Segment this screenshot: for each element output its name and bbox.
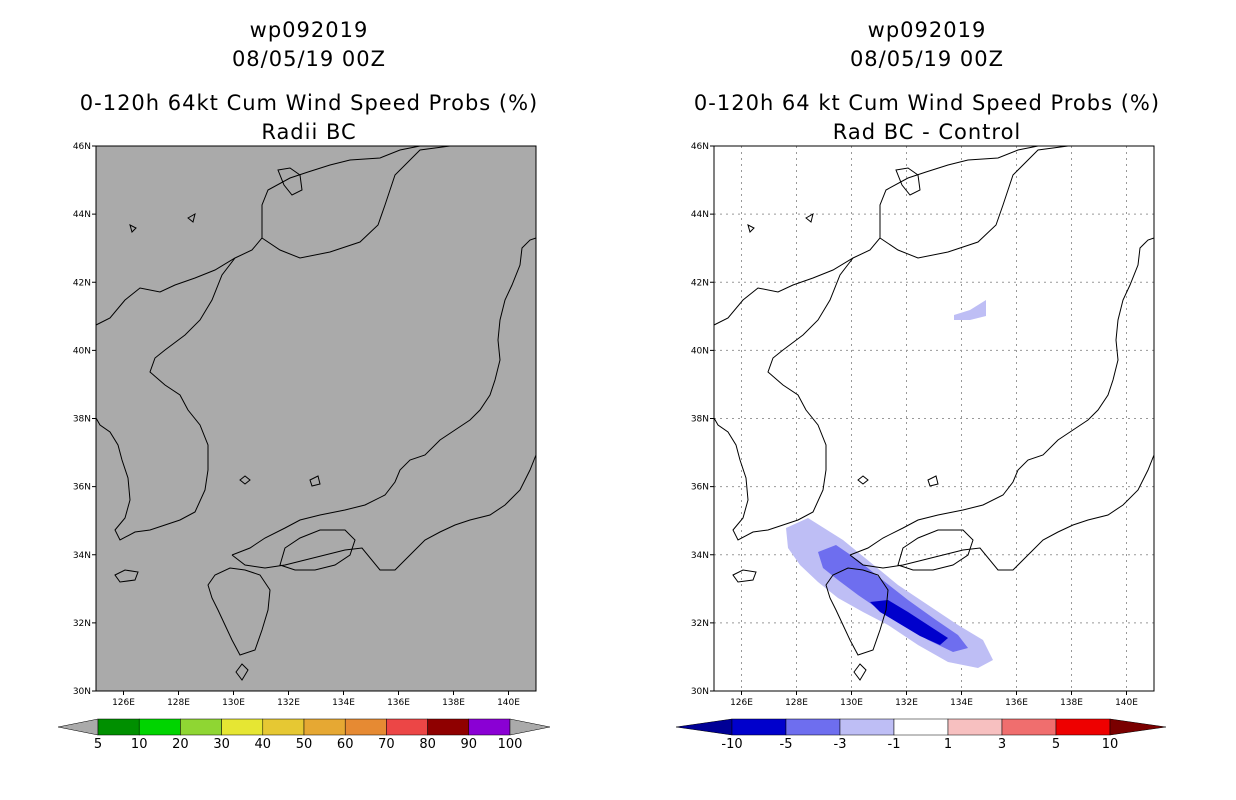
lon-tick-label: 130E xyxy=(222,698,245,708)
lat-tick-label: 36N xyxy=(691,483,709,493)
left-storm-id: wp092019 xyxy=(249,18,369,42)
lon-tick-label: 132E xyxy=(277,698,300,708)
colorbar-segment xyxy=(180,718,222,736)
lon-tick-label: 138E xyxy=(1060,698,1083,708)
lat-tick-label: 32N xyxy=(691,619,709,629)
lat-tick-label: 38N xyxy=(691,415,709,425)
lat-tick-label: 38N xyxy=(73,415,91,425)
colorbar-over-arrow xyxy=(509,718,551,736)
contour-dark-blue xyxy=(870,600,948,645)
lon-tick-label: 140E xyxy=(497,698,520,708)
colorbar-segment xyxy=(731,718,787,736)
lon-tick-label: 126E xyxy=(730,698,753,708)
colorbar-segment xyxy=(97,718,140,736)
colorbar-label: -3 xyxy=(834,737,847,752)
colorbar-over-arrow xyxy=(1109,718,1167,736)
colorbar-segment xyxy=(262,718,305,736)
contour-light-blue-north xyxy=(954,300,986,320)
left-datetime: 08/05/19 00Z xyxy=(231,47,387,71)
colorbar-label: 50 xyxy=(296,737,313,752)
colorbar-label: 60 xyxy=(337,737,354,752)
colorbar-label: 10 xyxy=(1102,737,1119,752)
colorbar-label: 40 xyxy=(255,737,272,752)
colorbar-segment xyxy=(468,718,511,736)
right-subtitle: Rad BC - Control xyxy=(832,120,1022,144)
lat-tick-label: 32N xyxy=(73,619,91,629)
lon-tick-label: 126E xyxy=(112,698,135,708)
left-lat-ticks: 30N 32N 34N 36N 38N 40N 42N 44N 46N xyxy=(73,142,96,697)
lat-tick-label: 40N xyxy=(73,346,91,356)
colorbar-under-arrow xyxy=(675,718,733,736)
lat-tick-label: 40N xyxy=(691,346,709,356)
lat-tick-label: 34N xyxy=(691,551,709,561)
lat-tick-label: 36N xyxy=(73,483,91,493)
right-difference-contours xyxy=(786,300,993,668)
lon-tick-label: 136E xyxy=(387,698,410,708)
lat-tick-label: 34N xyxy=(73,551,91,561)
left-lon-ticks: 126E 128E 130E 132E 134E 136E 138E 140E xyxy=(112,691,520,708)
left-panel: wp092019 08/05/19 00Z 0-120h 64kt Cum Wi… xyxy=(57,18,551,752)
contour-mid-blue xyxy=(818,545,968,652)
colorbar-segment xyxy=(427,718,470,736)
left-colorbar: 5 10 20 30 40 50 60 70 80 90 100 xyxy=(57,718,551,752)
colorbar-segment xyxy=(785,718,841,736)
right-panel: wp092019 08/05/19 00Z 0-120h 64 kt Cum W… xyxy=(618,0,1236,800)
colorbar-label: 5 xyxy=(94,737,102,752)
colorbar-label: 1 xyxy=(944,737,952,752)
colorbar-label: 3 xyxy=(998,737,1006,752)
colorbar-label: 10 xyxy=(131,737,148,752)
right-product-title: 0-120h 64 kt Cum Wind Speed Probs (%) xyxy=(693,91,1161,115)
colorbar-segment xyxy=(1001,718,1057,736)
colorbar-label: 100 xyxy=(498,737,523,752)
left-subtitle: Radii BC xyxy=(261,120,357,144)
lat-tick-label: 42N xyxy=(73,278,91,288)
colorbar-label: 30 xyxy=(213,737,230,752)
colorbar-segment xyxy=(303,718,346,736)
lat-tick-label: 46N xyxy=(691,142,709,152)
colorbar-segment xyxy=(947,718,1003,736)
colorbar-under-arrow xyxy=(57,718,99,736)
right-datetime: 08/05/19 00Z xyxy=(849,47,1005,71)
lon-tick-label: 134E xyxy=(950,698,973,708)
left-map: 30N 32N 34N 36N 38N 40N 42N 44N 46N 126E 128E 130E… xyxy=(57,142,551,752)
colorbar-segment xyxy=(1055,718,1111,736)
lon-tick-label: 132E xyxy=(895,698,918,708)
right-storm-id: wp092019 xyxy=(867,18,987,42)
colorbar-label: 80 xyxy=(419,737,436,752)
lat-tick-label: 44N xyxy=(691,210,709,220)
lat-tick-label: 30N xyxy=(691,687,709,697)
lon-tick-label: 140E xyxy=(1115,698,1138,708)
colorbar-segment xyxy=(138,718,181,736)
colorbar-label: -1 xyxy=(888,737,901,752)
right-lon-ticks: 126E 128E 130E 132E 134E 136E 138E 140E xyxy=(730,691,1138,708)
lon-tick-label: 134E xyxy=(332,698,355,708)
colorbar-segment xyxy=(221,718,264,736)
lon-tick-label: 130E xyxy=(840,698,863,708)
left-map-background xyxy=(95,145,537,692)
right-lat-ticks: 30N 32N 34N 36N 38N 40N 42N 44N 46N xyxy=(691,142,714,697)
colorbar-segment xyxy=(344,718,387,736)
colorbar-segment xyxy=(839,718,895,736)
lon-tick-label: 128E xyxy=(167,698,190,708)
colorbar-label: 5 xyxy=(1052,737,1060,752)
colorbar-segment xyxy=(386,718,428,736)
lat-tick-label: 42N xyxy=(691,278,709,288)
lon-tick-label: 138E xyxy=(442,698,465,708)
colorbar-label: 90 xyxy=(461,737,478,752)
right-colorbar: -10 -5 -3 -1 1 3 5 10 xyxy=(675,718,1167,752)
colorbar-label: 20 xyxy=(172,737,189,752)
lat-tick-label: 30N xyxy=(73,687,91,697)
lon-tick-label: 136E xyxy=(1005,698,1028,708)
colorbar-label: 70 xyxy=(378,737,395,752)
right-grid xyxy=(714,146,1154,691)
colorbar-segment xyxy=(893,718,949,736)
lon-tick-label: 128E xyxy=(785,698,808,708)
lat-tick-label: 44N xyxy=(73,210,91,220)
lat-tick-label: 46N xyxy=(73,142,91,152)
right-map: 30N 32N 34N 36N 38N 40N 42N 44N 46N 126E 128E 130E… xyxy=(675,142,1167,752)
left-product-title: 0-120h 64kt Cum Wind Speed Probs (%) xyxy=(79,91,539,115)
colorbar-label: -10 xyxy=(721,737,742,752)
colorbar-label: -5 xyxy=(780,737,793,752)
